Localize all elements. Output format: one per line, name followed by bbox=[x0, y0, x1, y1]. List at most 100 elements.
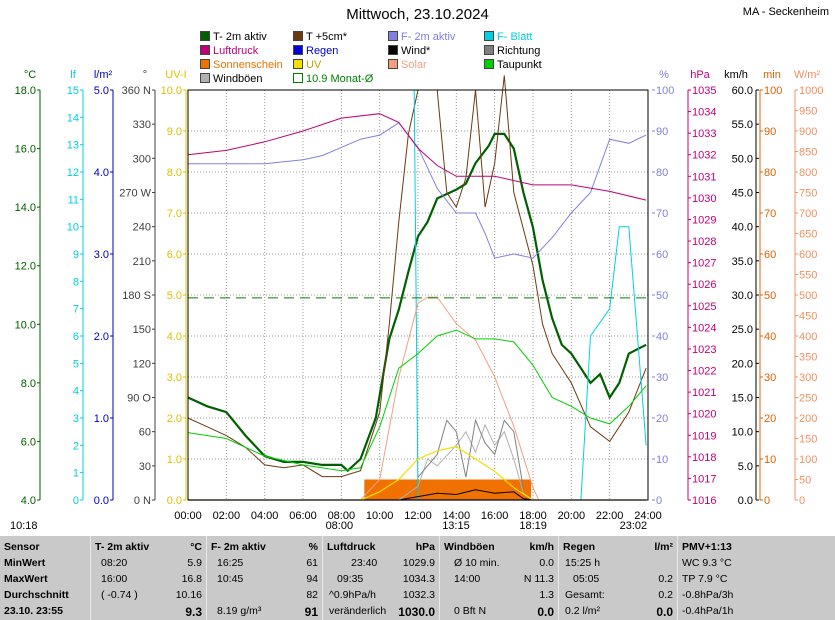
legend-swatch bbox=[484, 59, 494, 69]
legend-item: Windböen bbox=[200, 73, 263, 85]
leaf-tick-label: 10 bbox=[67, 222, 79, 234]
press-tick-label: 1021 bbox=[692, 387, 716, 399]
x-tick-label: 06:00 bbox=[289, 510, 317, 522]
legend-label: Wind* bbox=[401, 45, 431, 57]
legend-item: F- Blatt bbox=[484, 31, 532, 43]
noon-label: 13:15 bbox=[442, 520, 470, 532]
leaf-tick-label: 12 bbox=[67, 167, 79, 179]
dir-tick-label: 270 W bbox=[119, 188, 151, 200]
leaf-tick-label: 15 bbox=[67, 85, 79, 97]
solar-axis-header: W/m² bbox=[794, 69, 821, 81]
legend-label: Richtung bbox=[497, 45, 541, 57]
pmv-column: PMV+1:13 WC 9.3 °C TP 7.9 °C -0.8hPa/3h … bbox=[682, 541, 734, 617]
leaf-tick-label: 0 bbox=[73, 495, 79, 507]
legend-item: Taupunkt bbox=[484, 59, 542, 71]
leaf-tick-label: 2 bbox=[73, 440, 79, 452]
rain-tick-label: 3.0 bbox=[94, 249, 109, 261]
legend-item: T- 2m aktiv bbox=[200, 31, 267, 43]
x-tick-label: 10:00 bbox=[366, 510, 394, 522]
wind-tick-label: 35.0 bbox=[732, 256, 753, 268]
temp-tick-label: 12.0 bbox=[15, 261, 36, 273]
hum-tick-label: 10 bbox=[656, 454, 668, 466]
min-tick-label: 10 bbox=[764, 454, 776, 466]
press-tick-label: 1026 bbox=[692, 279, 716, 291]
legend-item: Sonnenschein bbox=[200, 59, 283, 71]
legend-swatch bbox=[388, 45, 398, 55]
solar-tick-label: 100 bbox=[799, 454, 817, 466]
series-taupunkt bbox=[187, 329, 647, 472]
hum-tick-label: 20 bbox=[656, 413, 668, 425]
legend-label: F- Blatt bbox=[497, 31, 533, 43]
dir-tick-label: 150 bbox=[133, 324, 151, 336]
temp-axis-header: °C bbox=[24, 69, 36, 81]
legend-swatch bbox=[293, 45, 303, 55]
temp-tick-label: 10.0 bbox=[15, 319, 36, 331]
legend-item: 10.9 Monat-Ø bbox=[293, 73, 373, 85]
uv-tick-label: 7.0 bbox=[167, 208, 182, 220]
sunshine-bar bbox=[364, 479, 532, 500]
legend-item: Richtung bbox=[484, 45, 540, 57]
press-tick-label: 1031 bbox=[692, 171, 716, 183]
leaf-tick-label: 7 bbox=[73, 304, 79, 316]
dir-tick-label: 330 bbox=[133, 119, 151, 131]
hum-tick-label: 30 bbox=[656, 372, 668, 384]
dir-tick-label: 0 N bbox=[134, 495, 151, 507]
solar-tick-label: 850 bbox=[799, 147, 817, 159]
series-uv bbox=[188, 446, 647, 501]
stats-table: Sensor MinWert MaxWert Durchschnitt 23.1… bbox=[0, 536, 835, 620]
wind-axis-header: km/h bbox=[724, 69, 748, 81]
solar-tick-label: 500 bbox=[799, 290, 817, 302]
press-tick-label: 1019 bbox=[692, 430, 716, 442]
x-tick-label: 08:00 bbox=[328, 510, 356, 522]
hum-tick-label: 0 bbox=[656, 495, 662, 507]
solar-tick-label: 1000 bbox=[799, 85, 823, 97]
legend-label: T +5cm* bbox=[306, 31, 348, 43]
x-tick-label: 20:00 bbox=[558, 510, 586, 522]
solar-tick-label: 750 bbox=[799, 188, 817, 200]
press-tick-label: 1018 bbox=[692, 452, 716, 464]
legend-swatch bbox=[200, 45, 210, 55]
solar-tick-label: 650 bbox=[799, 229, 817, 241]
legend-label: 10.9 Monat-Ø bbox=[306, 73, 374, 85]
min-axis-header: min bbox=[763, 69, 781, 81]
leaf-tick-label: 14 bbox=[67, 112, 79, 124]
legend-swatch bbox=[200, 31, 210, 41]
legend-item: F- 2m aktiv bbox=[388, 31, 455, 43]
x-tick-label: 18:00 bbox=[519, 510, 547, 522]
legend-item: UV bbox=[293, 59, 321, 71]
rain-axis-header: l/m² bbox=[94, 69, 113, 81]
solar-tick-label: 600 bbox=[799, 249, 817, 261]
press-tick-label: 1020 bbox=[692, 409, 716, 421]
press-tick-label: 1022 bbox=[692, 366, 716, 378]
wind-tick-label: 50.0 bbox=[732, 153, 753, 165]
leaf-tick-label: 6 bbox=[73, 331, 79, 343]
dir-tick-label: 30 bbox=[139, 461, 151, 473]
dir-tick-label: 300 bbox=[133, 153, 151, 165]
series-windb-en bbox=[188, 423, 647, 501]
wind-tick-label: 55.0 bbox=[732, 119, 753, 131]
uv-tick-label: 5.0 bbox=[167, 290, 182, 302]
leaf-tick-label: 5 bbox=[73, 358, 79, 370]
legend-label: Luftdruck bbox=[213, 45, 259, 57]
wind-column: Windböen km/h Ø 10 min. 0.0 14:00 N 11.3 1.… bbox=[444, 541, 554, 619]
legend-label: UV bbox=[306, 59, 322, 71]
uv-tick-label: 4.0 bbox=[167, 331, 182, 343]
dir-axis-header: ° bbox=[143, 69, 147, 81]
chart-grid bbox=[188, 90, 648, 500]
rain-tick-label: 1.0 bbox=[94, 413, 109, 425]
legend-swatch bbox=[388, 31, 398, 41]
legend-swatch bbox=[200, 73, 210, 83]
temp-tick-label: 8.0 bbox=[21, 378, 36, 390]
uv-tick-label: 3.0 bbox=[167, 372, 182, 384]
solar-tick-label: 950 bbox=[799, 106, 817, 118]
x-tick-label: 04:00 bbox=[251, 510, 279, 522]
hum-tick-label: 80 bbox=[656, 167, 668, 179]
rain-tick-label: 0.0 bbox=[94, 495, 109, 507]
series-solar bbox=[188, 296, 647, 501]
dir-tick-label: 210 bbox=[133, 256, 151, 268]
legend-swatch bbox=[484, 31, 494, 41]
sunset-label: 18:19 bbox=[519, 520, 547, 532]
series-wind- bbox=[188, 489, 647, 501]
rain-tick-label: 4.0 bbox=[94, 167, 109, 179]
dir-tick-label: 180 S bbox=[122, 290, 151, 302]
